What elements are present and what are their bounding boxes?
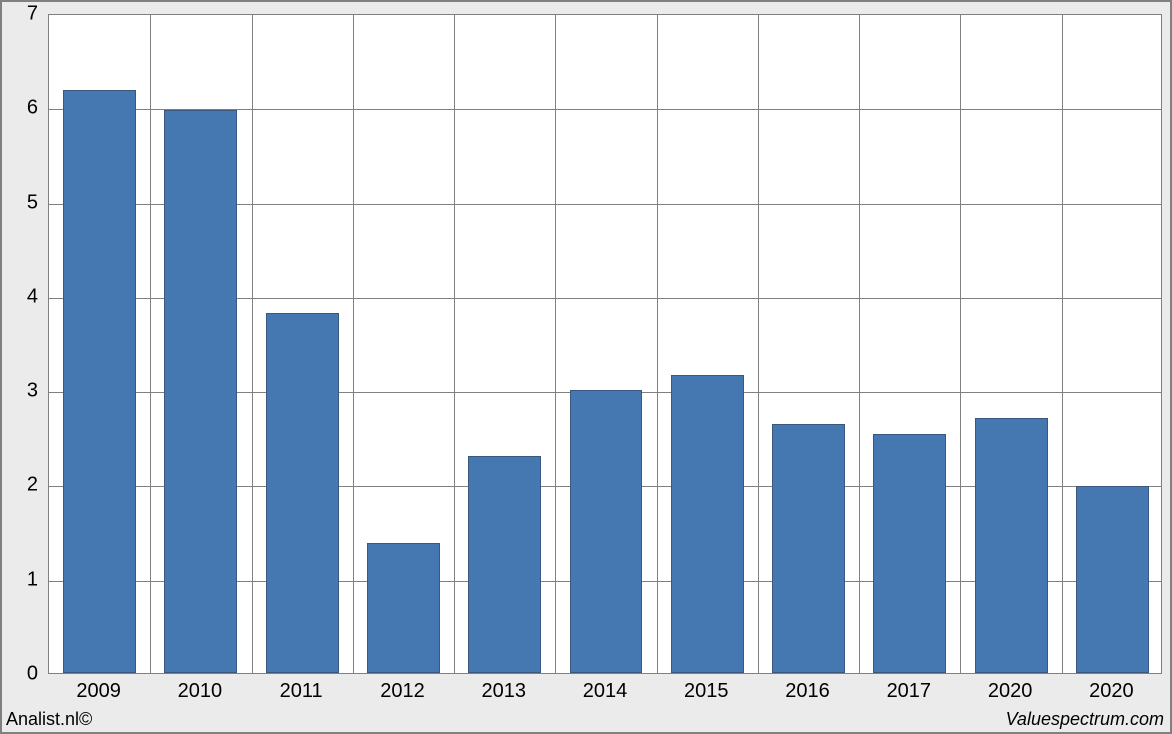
bar <box>873 434 946 673</box>
gridline-vertical <box>758 15 759 673</box>
bar <box>671 375 744 673</box>
x-axis-tick-label: 2017 <box>887 680 932 703</box>
gridline-vertical <box>657 15 658 673</box>
x-axis-tick-label: 2011 <box>280 680 323 703</box>
chart-frame: Analist.nl© Valuespectrum.com 0 1 2 3 4 5 6 7 20… <box>0 0 1172 734</box>
y-axis-tick-label: 1 <box>2 568 38 591</box>
y-axis-tick-label: 5 <box>2 191 38 214</box>
y-axis-tick-label: 6 <box>2 97 38 120</box>
x-axis-tick-label: 2012 <box>380 680 425 703</box>
gridline-vertical <box>150 15 151 673</box>
bar <box>367 543 440 673</box>
bar <box>468 456 541 673</box>
y-axis-tick-label: 7 <box>2 3 38 26</box>
bar <box>164 110 237 673</box>
y-axis-tick-label: 0 <box>2 663 38 686</box>
bar <box>1076 486 1149 673</box>
y-axis-tick-label: 2 <box>2 474 38 497</box>
x-axis-tick-label: 2010 <box>178 680 223 703</box>
x-axis-tick-label: 2015 <box>684 680 729 703</box>
bar <box>266 313 339 673</box>
y-axis-tick-label: 3 <box>2 380 38 403</box>
plot-area <box>48 14 1162 674</box>
x-axis-tick-label: 2020 <box>1089 680 1134 703</box>
x-axis-tick-label: 2014 <box>583 680 628 703</box>
gridline-vertical <box>1062 15 1063 673</box>
gridline-vertical <box>555 15 556 673</box>
bar <box>63 90 136 673</box>
y-axis-tick-label: 4 <box>2 285 38 308</box>
x-axis-tick-label: 2009 <box>76 680 121 703</box>
bar <box>975 418 1048 673</box>
footer-right-credit: Valuespectrum.com <box>1006 709 1164 730</box>
gridline-vertical <box>859 15 860 673</box>
gridline-vertical <box>252 15 253 673</box>
x-axis-tick-label: 2020 <box>988 680 1033 703</box>
gridline-vertical <box>353 15 354 673</box>
bar <box>570 390 643 673</box>
gridline-vertical <box>960 15 961 673</box>
footer-left-credit: Analist.nl© <box>6 709 92 730</box>
gridline-vertical <box>454 15 455 673</box>
x-axis-tick-label: 2013 <box>481 680 526 703</box>
bar <box>772 424 845 673</box>
x-axis-tick-label: 2016 <box>785 680 830 703</box>
